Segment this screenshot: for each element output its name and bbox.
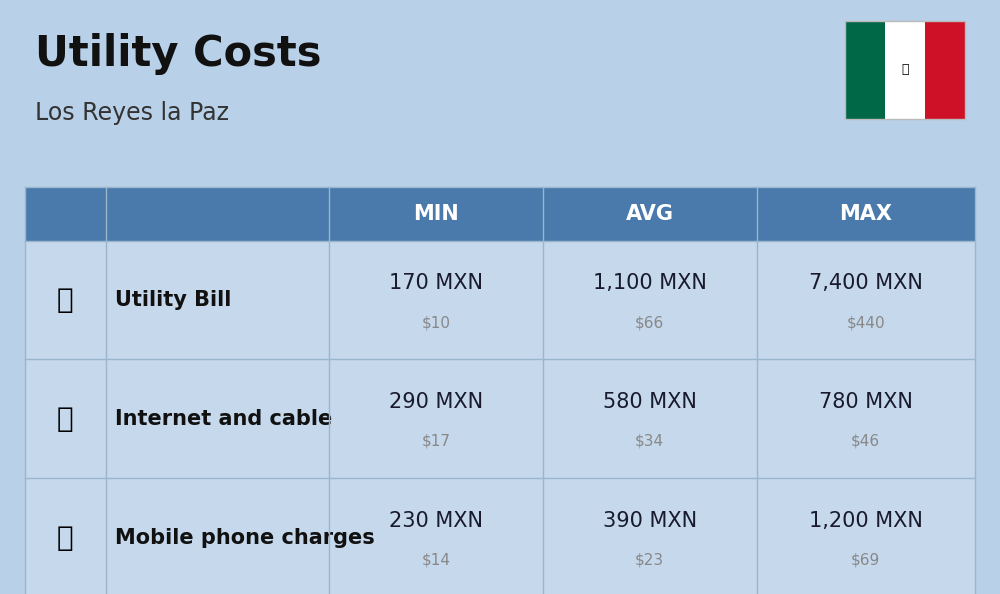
- Text: Internet and cable: Internet and cable: [115, 409, 332, 429]
- Text: AVG: AVG: [626, 204, 674, 224]
- Text: Utility Costs: Utility Costs: [35, 33, 322, 75]
- Text: 🦅: 🦅: [901, 64, 909, 76]
- Text: 170 MXN: 170 MXN: [389, 273, 483, 293]
- FancyBboxPatch shape: [25, 241, 975, 359]
- Text: $10: $10: [421, 315, 450, 330]
- FancyBboxPatch shape: [25, 359, 975, 478]
- Text: $440: $440: [846, 315, 885, 330]
- Text: 230 MXN: 230 MXN: [389, 511, 483, 531]
- Text: 1,200 MXN: 1,200 MXN: [809, 511, 923, 531]
- Text: Utility Bill: Utility Bill: [115, 290, 232, 310]
- FancyBboxPatch shape: [925, 21, 965, 119]
- Text: 1,100 MXN: 1,100 MXN: [593, 273, 707, 293]
- Text: $17: $17: [421, 434, 450, 449]
- FancyBboxPatch shape: [25, 478, 975, 594]
- Text: Mobile phone charges: Mobile phone charges: [115, 527, 375, 548]
- Text: $23: $23: [635, 552, 664, 568]
- Text: MIN: MIN: [413, 204, 459, 224]
- Text: 🔌: 🔌: [57, 286, 74, 314]
- Text: Los Reyes la Paz: Los Reyes la Paz: [35, 101, 229, 125]
- Text: 290 MXN: 290 MXN: [389, 392, 483, 412]
- Text: $46: $46: [851, 434, 880, 449]
- Text: $66: $66: [635, 315, 664, 330]
- FancyBboxPatch shape: [25, 187, 975, 241]
- Text: $69: $69: [851, 552, 880, 568]
- Text: 7,400 MXN: 7,400 MXN: [809, 273, 923, 293]
- FancyBboxPatch shape: [845, 21, 885, 119]
- Text: $14: $14: [421, 552, 450, 568]
- Text: 📱: 📱: [57, 523, 74, 552]
- Text: 390 MXN: 390 MXN: [603, 511, 697, 531]
- FancyBboxPatch shape: [885, 21, 925, 119]
- Text: $34: $34: [635, 434, 664, 449]
- Text: 580 MXN: 580 MXN: [603, 392, 697, 412]
- Text: 📡: 📡: [57, 405, 74, 433]
- Text: MAX: MAX: [839, 204, 892, 224]
- Text: 780 MXN: 780 MXN: [819, 392, 913, 412]
